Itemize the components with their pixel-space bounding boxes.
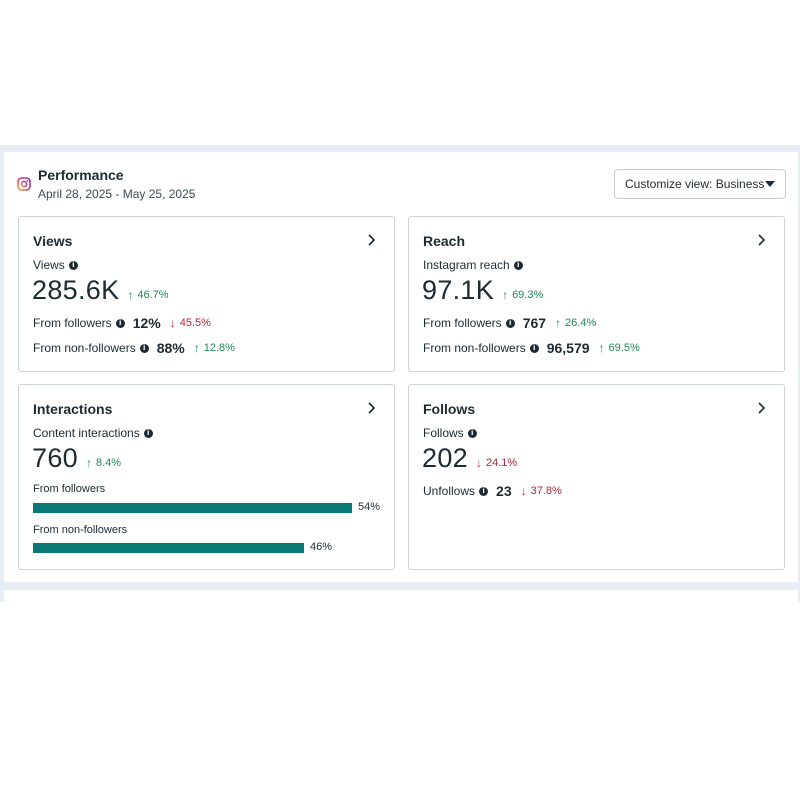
arrow-up-icon: ↑ <box>598 341 605 355</box>
row-value: 767 <box>522 315 547 331</box>
delta-up: ↑ 46.7% <box>127 288 168 302</box>
chevron-right-icon[interactable] <box>366 233 376 247</box>
row-label: From followers <box>423 316 502 330</box>
info-icon[interactable]: i <box>467 428 477 438</box>
bar-label-nonfollowers: From non-followers <box>33 524 128 536</box>
delta-up: ↑ 26.4% <box>555 316 596 330</box>
delta-down: ↓ 24.1% <box>476 456 517 470</box>
bar-pct-followers: 54% <box>358 501 381 513</box>
page-title: Performance <box>38 167 124 183</box>
chevron-right-icon[interactable] <box>756 233 766 247</box>
card-title: Follows <box>423 401 476 417</box>
card-title: Views <box>33 233 73 249</box>
arrow-up-icon: ↑ <box>85 456 92 470</box>
chevron-right-icon[interactable] <box>756 401 766 415</box>
reach-card[interactable]: Reach Instagram reach i 97.1K ↑ 69.3% From… <box>408 216 785 372</box>
delta-up: ↑ 8.4% <box>86 456 121 470</box>
delta-text: 69.5% <box>608 342 640 354</box>
arrow-up-icon: ↑ <box>193 341 200 355</box>
metric-value-row: 285.6K ↑ 46.7% <box>32 275 169 306</box>
info-icon[interactable]: i <box>513 260 523 270</box>
metric-label-text: Instagram reach <box>423 258 510 272</box>
metric-label: Instagram reach i <box>423 258 523 272</box>
chevron-right-icon[interactable] <box>366 401 376 415</box>
delta-up: ↑ 69.3% <box>502 288 543 302</box>
unfollows-row: Unfollows i 23 ↓ 37.8% <box>423 483 562 499</box>
metric-value-row: 202 ↓ 24.1% <box>422 443 517 474</box>
follows-card[interactable]: Follows Follows i 202 ↓ 24.1% Unfollows i 2… <box>408 384 785 570</box>
bar-pct-nonfollowers: 46% <box>310 541 333 553</box>
metric-value: 202 <box>422 443 468 473</box>
arrow-down-icon: ↓ <box>520 484 527 498</box>
row-value: 96,579 <box>546 340 590 356</box>
metric-label: Follows i <box>423 426 477 440</box>
metric-label: Content interactions i <box>33 426 153 440</box>
delta-text: 37.8% <box>530 485 562 497</box>
arrow-down-icon: ↓ <box>475 456 482 470</box>
row-label: Unfollows <box>423 484 476 498</box>
info-icon[interactable]: i <box>479 486 489 496</box>
delta-text: 8.4% <box>95 457 122 469</box>
delta-down: ↓ 37.8% <box>521 484 562 498</box>
interactions-card[interactable]: Interactions Content interactions i 760 ↑… <box>18 384 395 570</box>
metric-value-row: 97.1K ↑ 69.3% <box>422 275 543 306</box>
metric-label-text: Follows <box>423 426 464 440</box>
delta-up: ↑ 12.8% <box>194 341 235 355</box>
nonfollowers-row: From non-followers i 96,579 ↑ 69.5% <box>423 340 640 356</box>
metric-value-row: 760 ↑ 8.4% <box>32 443 121 474</box>
delta-text: 26.4% <box>565 317 597 329</box>
row-label: From non-followers <box>423 341 526 355</box>
customize-view-label: Customize view: Business <box>625 177 765 191</box>
caret-down-icon <box>765 181 775 187</box>
info-icon[interactable]: i <box>68 260 78 270</box>
metric-value: 285.6K <box>32 275 120 305</box>
delta-text: 12.8% <box>203 342 235 354</box>
arrow-up-icon: ↑ <box>555 316 562 330</box>
info-icon[interactable]: i <box>143 428 153 438</box>
arrow-up-icon: ↑ <box>502 288 509 302</box>
metric-label-text: Views <box>33 258 65 272</box>
row-label: From non-followers <box>33 341 136 355</box>
bar-label-followers: From followers <box>33 483 106 495</box>
info-icon[interactable]: i <box>505 318 515 328</box>
card-title: Interactions <box>33 401 113 417</box>
date-range: April 28, 2025 - May 25, 2025 <box>38 187 196 201</box>
metric-label-text: Content interactions <box>33 426 140 440</box>
delta-text: 45.5% <box>179 317 211 329</box>
instagram-icon <box>17 177 31 191</box>
info-icon[interactable]: i <box>139 343 149 353</box>
metric-label: Views i <box>33 258 78 272</box>
delta-up: ↑ 69.5% <box>599 341 640 355</box>
customize-view-dropdown[interactable]: Customize view: Business <box>614 169 786 199</box>
nonfollowers-row: From non-followers i 88% ↑ 12.8% <box>33 340 235 356</box>
row-value: 12% <box>132 315 161 331</box>
arrow-up-icon: ↑ <box>127 288 134 302</box>
page-bottom <box>0 602 800 800</box>
row-value: 88% <box>156 340 185 356</box>
arrow-down-icon: ↓ <box>169 316 176 330</box>
metric-value: 97.1K <box>422 275 495 305</box>
info-icon[interactable]: i <box>529 343 539 353</box>
delta-text: 24.1% <box>485 457 518 469</box>
row-label: From followers <box>33 316 112 330</box>
views-card[interactable]: Views Views i 285.6K ↑ 46.7% From follower… <box>18 216 395 372</box>
delta-down: ↓ 45.5% <box>170 316 211 330</box>
info-icon[interactable]: i <box>115 318 125 328</box>
bar-nonfollowers <box>33 543 304 553</box>
row-value: 23 <box>496 483 512 499</box>
bar-followers <box>33 503 352 513</box>
followers-row: From followers i 767 ↑ 26.4% <box>423 315 596 331</box>
followers-row: From followers i 12% ↓ 45.5% <box>33 315 211 331</box>
delta-text: 69.3% <box>512 289 544 301</box>
card-title: Reach <box>423 233 466 249</box>
delta-text: 46.7% <box>137 289 169 301</box>
metric-value: 760 <box>32 443 78 473</box>
